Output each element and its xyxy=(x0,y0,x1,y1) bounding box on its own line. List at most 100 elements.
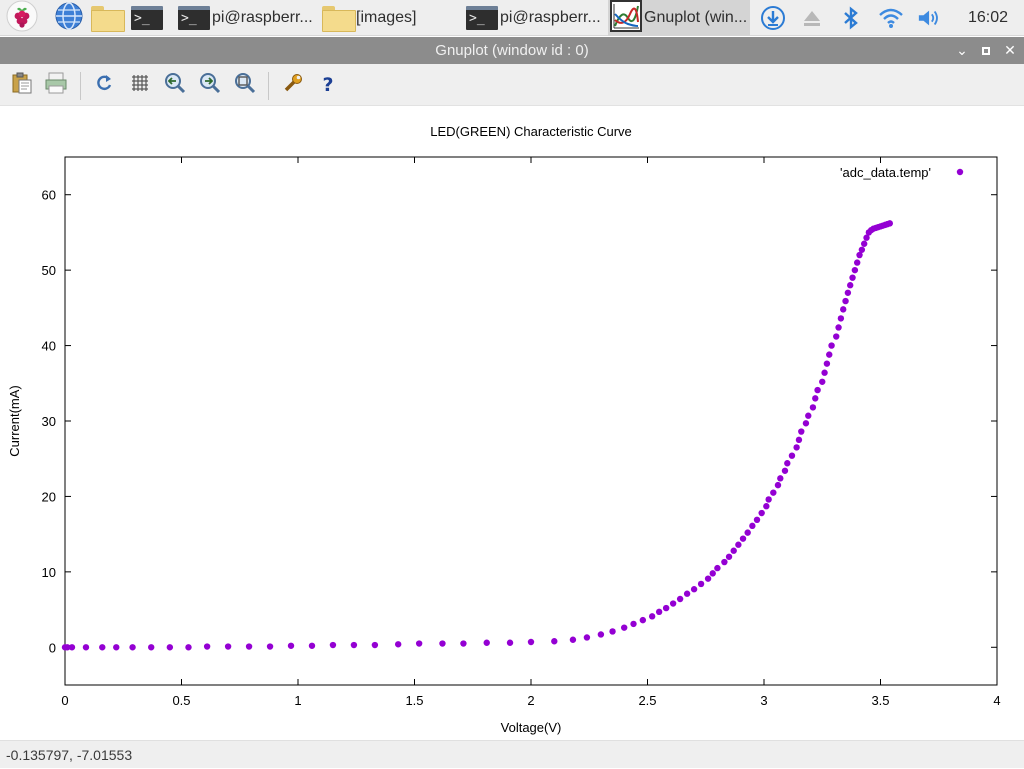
data-point xyxy=(308,642,316,649)
data-point xyxy=(669,600,677,607)
data-point xyxy=(714,564,721,572)
data-point xyxy=(777,475,784,482)
legend: 'adc_data.temp' xyxy=(840,165,964,180)
legend-label: 'adc_data.temp' xyxy=(840,165,931,180)
raspberry-icon xyxy=(6,0,38,37)
data-point xyxy=(739,535,747,542)
data-point xyxy=(697,580,705,588)
taskbar-item-images[interactable]: [images] xyxy=(322,0,462,36)
x-axis-label: Voltage(V) xyxy=(501,720,562,735)
data-point xyxy=(774,481,782,489)
data-point xyxy=(64,644,71,651)
wrench-icon xyxy=(283,73,303,98)
print-button[interactable] xyxy=(44,72,68,97)
data-point xyxy=(819,378,826,385)
maximize-icon xyxy=(982,47,990,55)
data-points xyxy=(61,220,894,651)
taskbar-item-terminal-2[interactable]: >_ pi@raspberr... xyxy=(466,0,606,36)
terminal-icon: >_ xyxy=(466,6,498,30)
data-point xyxy=(82,644,90,651)
settings-button[interactable] xyxy=(281,73,305,97)
data-point xyxy=(551,638,558,645)
data-point xyxy=(609,628,616,635)
replot-button[interactable] xyxy=(92,73,116,97)
data-point xyxy=(849,274,856,281)
data-point xyxy=(329,641,337,649)
data-point xyxy=(371,641,379,649)
data-point xyxy=(704,575,712,582)
download-icon[interactable] xyxy=(760,6,786,30)
data-point xyxy=(805,412,812,419)
data-point xyxy=(483,639,490,646)
close-button[interactable]: ✕ xyxy=(1000,41,1020,60)
file-manager-button[interactable] xyxy=(91,0,125,36)
data-point xyxy=(113,644,120,651)
x-tick-label: 2.5 xyxy=(638,693,656,708)
data-point xyxy=(765,496,772,503)
web-browser-button[interactable] xyxy=(54,0,84,36)
window-titlebar[interactable]: Gnuplot (window id : 0) ⌄ ✕ xyxy=(0,37,1024,64)
data-point xyxy=(203,643,211,650)
data-point xyxy=(840,306,847,313)
eject-icon[interactable] xyxy=(799,6,825,30)
data-point xyxy=(690,586,698,593)
folder-icon xyxy=(322,6,356,32)
data-point xyxy=(860,240,868,247)
data-point xyxy=(793,444,800,451)
data-point xyxy=(415,640,423,647)
taskbar-item-gnuplot[interactable]: Gnuplot (win... xyxy=(608,0,750,36)
taskbar-item-terminal-1[interactable]: >_ pi@raspberr... xyxy=(178,0,318,36)
clock[interactable]: 16:02 xyxy=(968,9,1009,26)
taskbar-item-terminal-launcher[interactable]: >_ xyxy=(131,0,163,36)
chart[interactable]: LED(GREEN) Characteristic Curve 0 0.5 1 1.5… xyxy=(0,107,1024,740)
terminal-icon: >_ xyxy=(178,6,210,30)
autoscale-button[interactable] xyxy=(233,72,257,97)
data-point xyxy=(583,634,591,641)
data-point xyxy=(639,616,647,624)
help-button[interactable]: ? xyxy=(316,73,340,97)
data-point xyxy=(809,404,817,411)
taskbar-item-label: pi@raspberr... xyxy=(212,9,313,26)
data-point xyxy=(758,509,765,517)
data-point xyxy=(826,351,833,358)
taskbar-item-label: [images] xyxy=(356,9,417,26)
toolbar-separator xyxy=(268,72,269,100)
zoom-previous-button[interactable] xyxy=(163,72,187,99)
data-point xyxy=(886,220,894,227)
x-tick-label: 1.5 xyxy=(405,693,423,708)
data-point xyxy=(630,620,637,628)
x-tick-label: 4 xyxy=(993,693,1000,708)
data-point xyxy=(68,644,76,651)
data-point xyxy=(224,643,232,650)
data-point xyxy=(730,547,737,554)
volume-icon[interactable] xyxy=(917,6,943,30)
data-point xyxy=(823,360,831,367)
bluetooth-icon[interactable] xyxy=(838,6,864,30)
plot-area[interactable]: LED(GREEN) Characteristic Curve 0 0.5 1 1.5… xyxy=(0,107,1024,740)
data-point xyxy=(833,333,840,340)
y-tick-label: 20 xyxy=(42,489,56,504)
x-tick-label: 3.5 xyxy=(871,693,889,708)
data-point xyxy=(350,641,358,649)
data-point xyxy=(676,595,684,603)
wifi-icon[interactable] xyxy=(878,6,904,30)
data-point xyxy=(854,259,861,266)
data-point xyxy=(749,522,756,530)
data-point xyxy=(863,234,870,241)
minimize-button[interactable]: ⌄ xyxy=(952,41,972,60)
data-point xyxy=(812,395,819,402)
zoom-previous-icon xyxy=(164,72,186,99)
copy-to-clipboard-button[interactable] xyxy=(10,72,34,97)
y-tick-label: 60 xyxy=(42,188,56,203)
zoom-next-button[interactable] xyxy=(198,72,222,97)
taskbar: >_ >_ pi@raspberr... [images] >_ pi@rasp… xyxy=(0,0,1024,36)
maximize-button[interactable] xyxy=(976,41,996,60)
x-tick-label: 3 xyxy=(760,693,767,708)
data-point xyxy=(439,640,446,647)
data-point xyxy=(655,608,663,616)
help-icon: ? xyxy=(322,74,334,96)
data-point xyxy=(781,467,789,474)
toggle-grid-button[interactable] xyxy=(128,73,152,97)
raspberry-menu-button[interactable] xyxy=(6,0,38,36)
